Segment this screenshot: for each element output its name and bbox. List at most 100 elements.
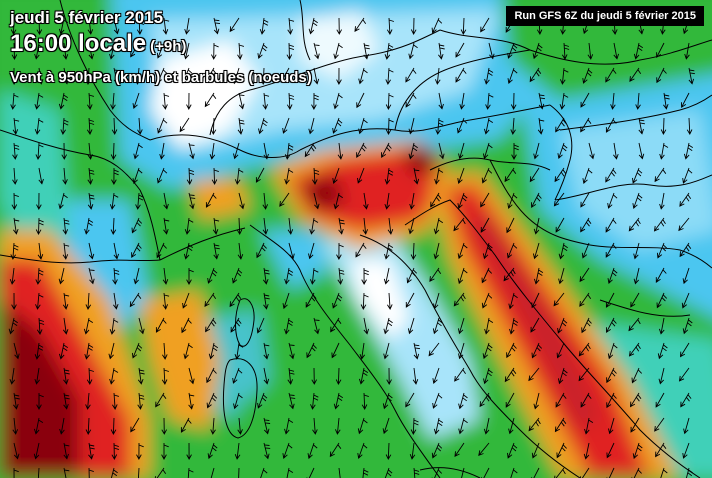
wind-barb (305, 292, 317, 308)
wind-barb (87, 92, 95, 110)
wind-barb (33, 442, 40, 460)
wind-barb (137, 367, 145, 385)
wind-barb (408, 42, 418, 60)
wind-barb (311, 92, 319, 110)
wind-barb (84, 342, 94, 360)
wind-barb (262, 192, 269, 210)
wind-barb (306, 342, 317, 359)
wind-barb (62, 217, 70, 235)
wind-barb (357, 167, 365, 184)
wind-barb (9, 267, 16, 285)
wind-barb (34, 117, 44, 135)
wind-barb (555, 217, 565, 233)
wind-barb (62, 167, 68, 185)
wind-barb (109, 317, 119, 335)
wind-barb (387, 217, 394, 235)
wind-barb (88, 467, 94, 478)
wind-barb (186, 442, 192, 460)
wind-barb (288, 342, 295, 360)
wind-barb (63, 467, 70, 478)
wind-barb (87, 167, 95, 185)
wind-barb (188, 142, 195, 160)
wind-barb (255, 167, 265, 183)
wind-barb (557, 142, 568, 159)
wind-barb (234, 167, 244, 185)
wind-barb (85, 67, 91, 85)
wind-barb (161, 417, 167, 435)
wind-barb (555, 392, 567, 408)
wind-barb (188, 192, 196, 210)
wind-barb (529, 67, 542, 83)
wind-barb (212, 217, 220, 235)
wind-barb (329, 442, 342, 458)
wind-barb (183, 42, 190, 60)
wind-barb (580, 467, 590, 478)
wind-barb (87, 192, 95, 210)
wind-barb (110, 92, 116, 110)
wind-barb (358, 367, 369, 385)
wind-barb (410, 17, 417, 35)
model-run-label: Run GFS 6Z du jeudi 5 février 2015 (506, 6, 704, 26)
wind-barb (156, 167, 168, 184)
wind-barb (60, 117, 69, 135)
wind-barb (656, 242, 668, 259)
wind-barb (111, 167, 119, 185)
wind-barb (258, 117, 268, 135)
wind-barb (631, 367, 643, 384)
wind-barb (188, 367, 195, 385)
wind-barb (282, 117, 290, 134)
wind-barb (356, 142, 367, 159)
wind-barb (409, 192, 415, 210)
wind-barb (663, 92, 670, 110)
wind-barb (313, 67, 320, 85)
wind-barb (38, 167, 44, 185)
wind-barb (507, 442, 518, 459)
wind-barb (505, 392, 515, 408)
wind-barb (86, 367, 95, 385)
wind-barb (207, 442, 218, 460)
wind-barb (405, 292, 415, 308)
wind-barb (405, 67, 417, 83)
wind-barb (480, 192, 490, 208)
wind-barb (63, 392, 70, 410)
wind-barb (656, 67, 667, 84)
wind-barb (481, 292, 493, 309)
wind-barb (413, 167, 420, 185)
wind-barb (35, 142, 44, 160)
wind-barb (506, 342, 517, 359)
wind-barb (87, 142, 93, 160)
wind-barb (632, 442, 643, 460)
wind-barb (606, 467, 615, 478)
wind-barb (232, 67, 240, 85)
wind-barb (85, 417, 92, 435)
wind-barb (387, 292, 393, 310)
wind-barb (88, 442, 95, 460)
wind-barb (456, 117, 468, 134)
wind-barb (286, 42, 295, 60)
wind-barb (229, 292, 242, 308)
wind-barb (431, 17, 443, 34)
wind-barb (361, 392, 369, 410)
wind-barb (430, 192, 442, 208)
wind-barb (656, 292, 668, 309)
wind-barb (232, 367, 243, 384)
wind-barb (455, 42, 465, 58)
wind-barb (108, 342, 115, 360)
wind-barb (483, 367, 493, 385)
wind-barb (263, 142, 269, 160)
wind-barb (263, 292, 270, 310)
wind-barb (184, 17, 190, 35)
wind-barb (233, 392, 243, 410)
wind-barb (434, 67, 441, 85)
wind-barb (263, 442, 271, 460)
wind-barb (12, 142, 20, 160)
wind-barb (605, 67, 617, 83)
wind-barb (683, 142, 694, 160)
wind-barb (34, 367, 40, 385)
wind-barb (454, 367, 466, 382)
wind-barb (453, 292, 466, 307)
wind-barb (180, 417, 192, 433)
wind-barb (510, 92, 517, 110)
wind-barb (488, 42, 495, 60)
wind-barb (554, 417, 567, 433)
